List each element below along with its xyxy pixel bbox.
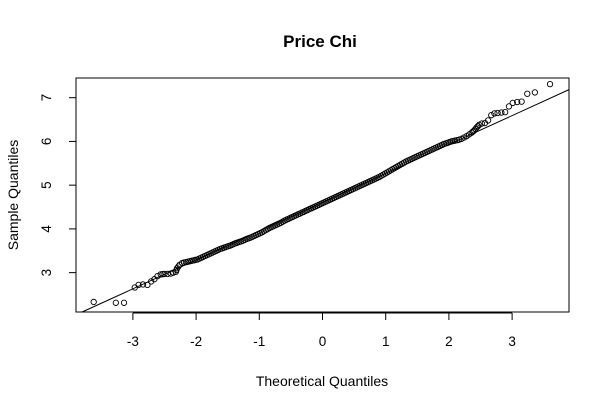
data-point [148,278,155,285]
y-axis-label: Sample Quantiles [5,140,21,251]
x-tick-label: -2 [190,334,202,349]
x-tick-label: 2 [445,334,453,349]
data-point [112,299,119,306]
y-axis: 3 4 5 6 7 [39,94,77,277]
data-point [478,120,485,127]
data-point [175,263,182,270]
data-point [531,89,539,96]
data-point [135,281,142,289]
x-tick-label: 0 [319,334,327,349]
data-point [144,281,151,289]
data-point [488,112,495,119]
x-tick-label: -3 [127,334,139,349]
data-point [509,99,516,107]
data-point [502,108,509,116]
data-point [139,281,147,288]
x-axis: -3 -2 -1 0 1 2 3 [127,312,516,349]
data-point [546,80,554,88]
y-tick-label: 7 [39,94,54,102]
x-tick-label: 1 [382,334,390,349]
data-point [505,103,513,110]
data-point [524,90,531,97]
data-point [514,98,521,106]
data-points [90,80,554,306]
data-point [164,270,171,278]
data-point [498,109,505,116]
data-point [484,117,492,124]
data-point [161,270,168,278]
data-point [491,110,498,117]
y-tick-label: 3 [39,269,54,277]
x-tick-label: 3 [508,334,516,349]
chart-title: Price Chi [283,32,357,51]
x-axis-label: Theoretical Quantiles [256,373,388,389]
y-tick-label: 5 [39,181,54,189]
x-tick-label: -1 [253,334,265,349]
data-point [90,298,97,306]
y-tick-label: 4 [39,225,54,233]
data-point [120,299,128,306]
data-point [494,109,501,117]
data-point [518,98,525,105]
y-tick-label: 6 [39,138,54,146]
